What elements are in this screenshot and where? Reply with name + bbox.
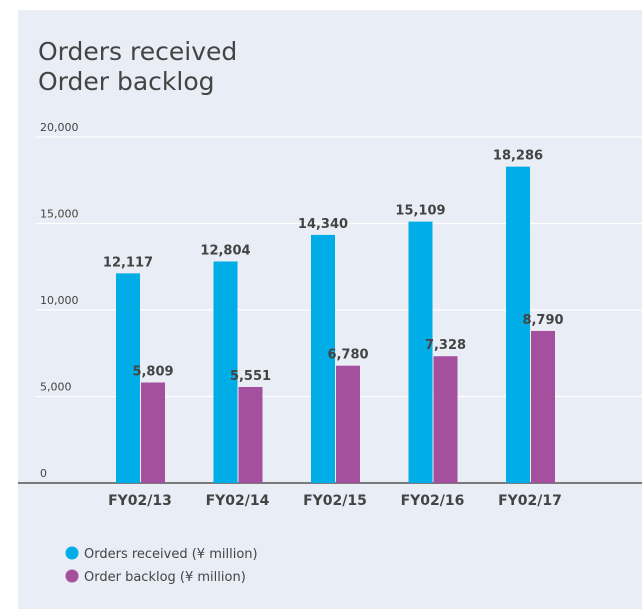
bar	[506, 166, 530, 483]
data-label: 15,109	[395, 204, 445, 219]
bar	[531, 330, 555, 483]
x-tick-label: FY02/13	[108, 493, 172, 509]
bar	[116, 273, 140, 483]
data-label: 5,551	[230, 369, 271, 384]
data-label: 5,809	[132, 365, 173, 380]
data-label: 8,790	[522, 313, 563, 328]
y-tick-label: 20,000	[40, 121, 79, 134]
chart-title: Order backlog	[38, 67, 215, 96]
bar	[213, 261, 238, 483]
data-label: 14,340	[298, 217, 348, 232]
bar	[433, 356, 458, 483]
data-label: 7,328	[425, 338, 466, 353]
data-label: 18,286	[493, 149, 543, 164]
legend-label: Order backlog (¥ million)	[84, 570, 246, 585]
bar	[311, 234, 335, 483]
y-tick-label: 0	[40, 467, 47, 480]
legend-swatch	[65, 546, 79, 560]
y-tick-label: 10,000	[40, 294, 79, 307]
data-label: 6,780	[327, 348, 368, 363]
legend-swatch	[65, 569, 79, 583]
x-tick-label: FY02/17	[498, 493, 562, 509]
data-label: 12,117	[103, 255, 153, 270]
legend-label: Orders received (¥ million)	[84, 547, 258, 562]
chart-title: Orders received	[38, 37, 237, 66]
y-tick-label: 15,000	[40, 208, 79, 221]
bar	[238, 386, 263, 483]
bar	[336, 365, 360, 483]
data-label: 12,804	[200, 243, 250, 258]
x-tick-label: FY02/15	[303, 493, 367, 509]
y-tick-label: 5,000	[40, 381, 72, 394]
x-tick-label: FY02/14	[206, 493, 270, 509]
bar	[141, 382, 165, 483]
x-tick-label: FY02/16	[401, 493, 465, 509]
bar	[408, 221, 433, 483]
